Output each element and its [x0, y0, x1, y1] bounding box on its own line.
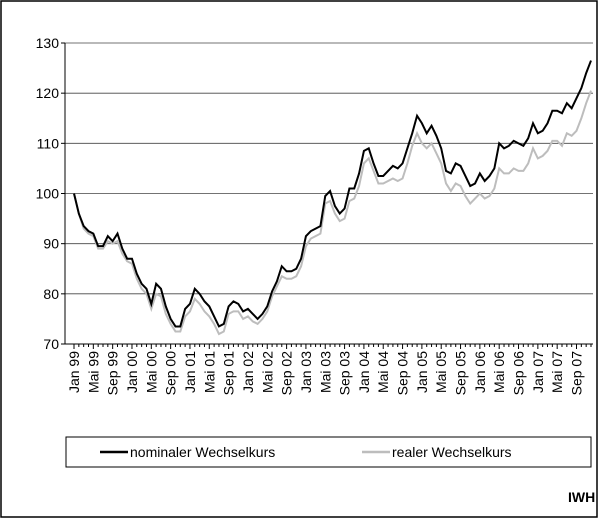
x-tick-label: Mai 02 [259, 351, 275, 393]
x-tick-label: Jan 99 [66, 351, 82, 393]
source: IWH [568, 489, 595, 505]
y-tick-label: 110 [37, 135, 60, 151]
x-tick-label: Sep 01 [221, 351, 237, 396]
x-tick-label: Jan 00 [124, 351, 140, 393]
x-tick-label: Mai 04 [375, 351, 391, 393]
y-tick-label: 120 [36, 85, 60, 101]
legend-label: realer Wechselkurs [392, 444, 512, 460]
series-line [73, 60, 592, 328]
x-tick-label: Mai 01 [201, 351, 217, 393]
x-tick-label: Mai 03 [317, 351, 333, 393]
x-tick-label: Sep 06 [511, 351, 527, 396]
x-tick-label: Sep 05 [453, 351, 469, 396]
x-tick-label: Sep 02 [279, 351, 295, 396]
y-tick-label: 80 [43, 286, 59, 302]
x-tick-label: Sep 99 [105, 351, 121, 396]
y-tick-label: 90 [43, 236, 59, 252]
x-tick-label: Mai 06 [491, 351, 507, 393]
legend-label: nominaler Wechselkurs [130, 444, 275, 460]
x-tick-label: Sep 04 [395, 351, 411, 396]
x-tick-label: Mai 07 [549, 351, 565, 393]
x-tick-label: Sep 00 [163, 351, 179, 396]
y-tick-label: 70 [43, 336, 59, 352]
x-tick-label: Sep 03 [337, 351, 353, 396]
series-line [73, 90, 592, 336]
x-tick-label: Jan 01 [182, 351, 198, 393]
y-tick-label: 100 [36, 186, 60, 202]
y-tick-label: 130 [36, 35, 60, 51]
x-tick-label: Sep 07 [569, 351, 585, 396]
x-tick-label: Jan 03 [298, 351, 314, 393]
x-tick-label: Jan 04 [356, 351, 372, 393]
x-tick-label: Jan 06 [472, 351, 488, 393]
x-tick-label: Jan 05 [414, 351, 430, 393]
legend-box [65, 436, 592, 468]
x-tick-label: Mai 05 [433, 351, 449, 393]
x-tick-label: Jan 07 [530, 351, 546, 393]
x-tick-label: Mai 99 [85, 351, 101, 393]
x-tick-label: Mai 00 [143, 351, 159, 393]
x-tick-label: Jan 02 [240, 351, 256, 393]
